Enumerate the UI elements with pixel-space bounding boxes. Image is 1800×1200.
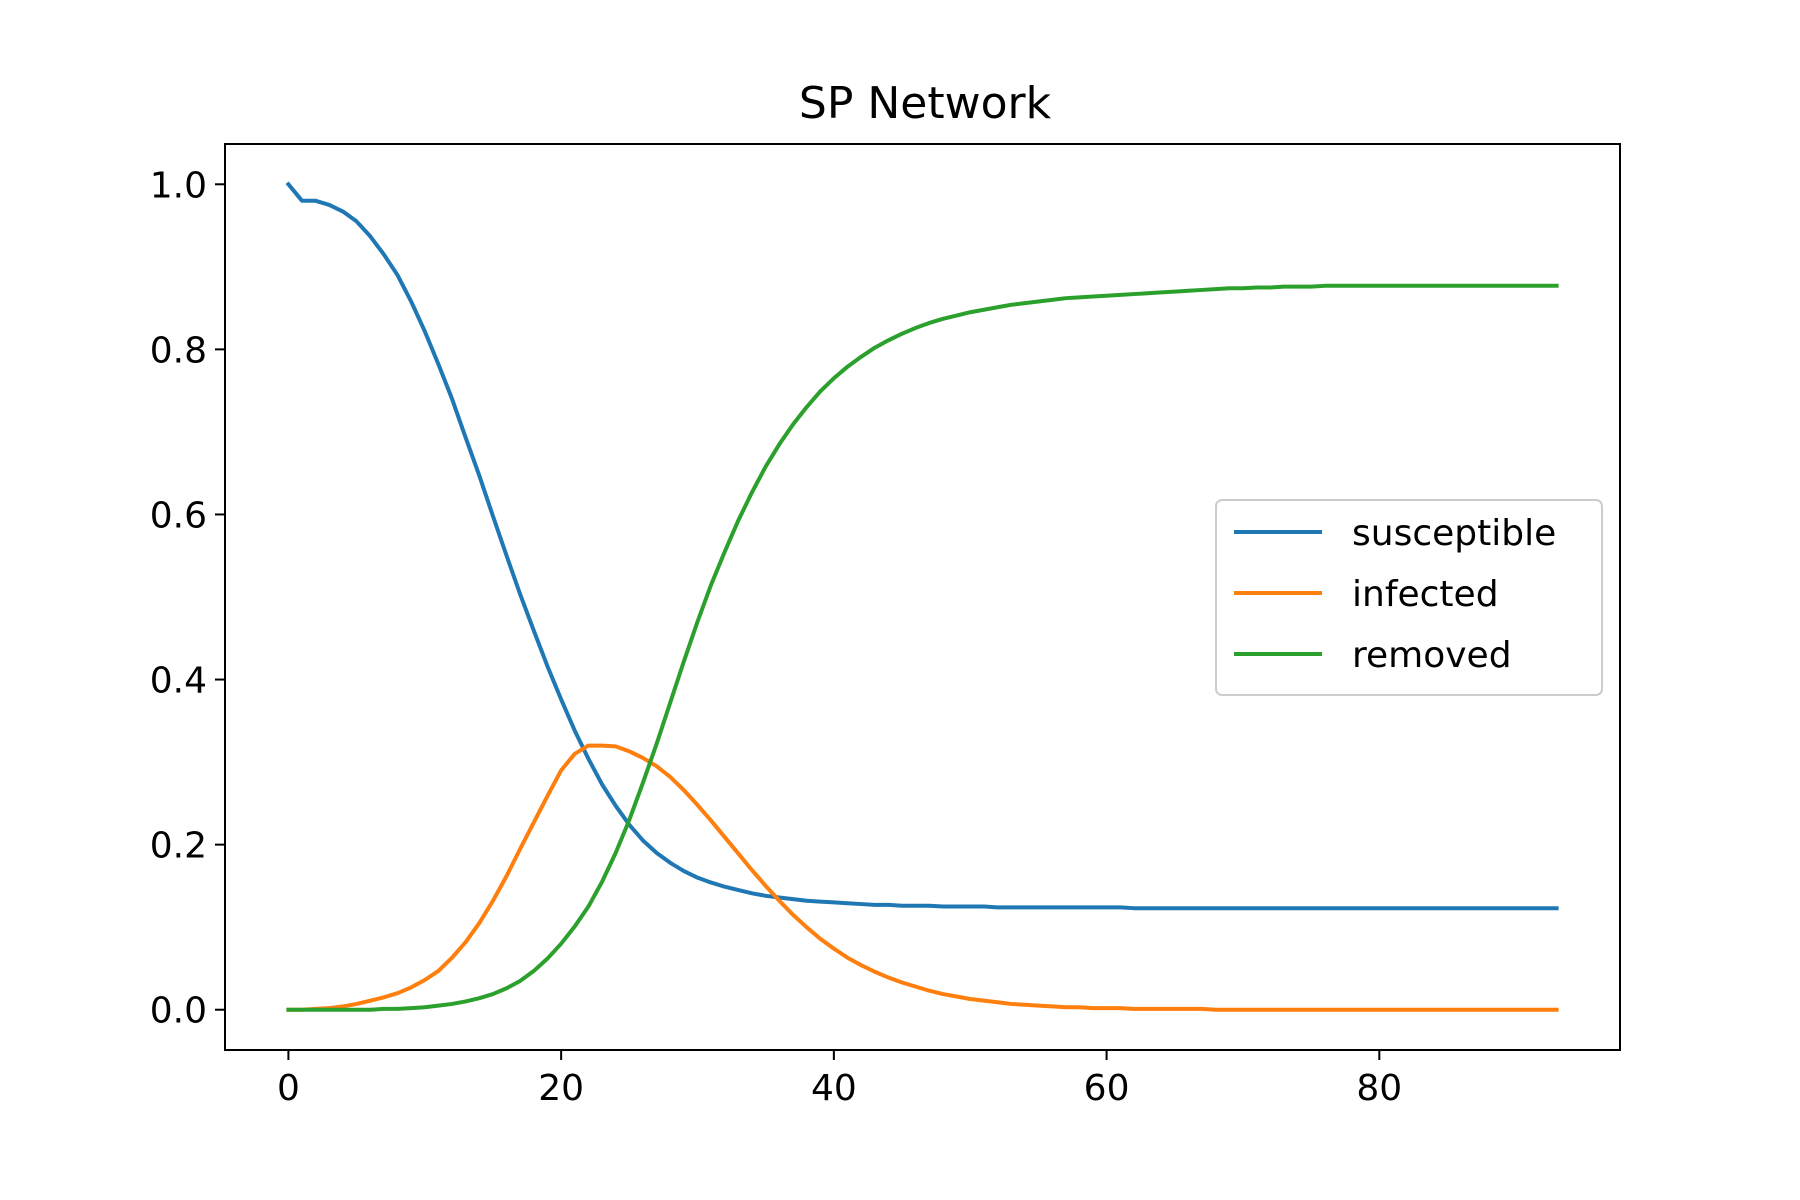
legend-box bbox=[1215, 499, 1603, 696]
y-tick-label: 0.8 bbox=[150, 330, 207, 371]
plot-area-frame bbox=[224, 143, 1621, 1051]
y-tick-label: 0.6 bbox=[150, 495, 207, 536]
legend: susceptible infected removed bbox=[1215, 499, 1603, 696]
legend-label-susceptible: susceptible bbox=[1352, 513, 1556, 554]
legend-label-removed: removed bbox=[1352, 635, 1512, 676]
series-line-susceptible bbox=[285, 181, 1559, 911]
series-layer bbox=[285, 181, 1559, 1012]
series-line-removed bbox=[286, 283, 1559, 1012]
x-axis: 0 20 40 60 80 bbox=[277, 1050, 1402, 1109]
y-tick-label: 1.0 bbox=[150, 165, 207, 206]
chart-title: SP Network bbox=[799, 78, 1052, 129]
x-tick-label: 20 bbox=[538, 1068, 584, 1109]
x-tick-label: 40 bbox=[811, 1068, 857, 1109]
series-line-infected bbox=[286, 743, 1559, 1012]
y-axis: 0.0 0.2 0.4 0.6 0.8 1.0 bbox=[150, 165, 225, 1032]
y-tick-label: 0.2 bbox=[150, 826, 207, 867]
legend-label-infected: infected bbox=[1352, 574, 1499, 615]
x-tick-label: 0 bbox=[277, 1068, 300, 1109]
x-tick-label: 80 bbox=[1356, 1068, 1402, 1109]
x-tick-label: 60 bbox=[1084, 1068, 1130, 1109]
y-tick-label: 0.0 bbox=[150, 991, 207, 1032]
y-tick-label: 0.4 bbox=[150, 661, 207, 702]
